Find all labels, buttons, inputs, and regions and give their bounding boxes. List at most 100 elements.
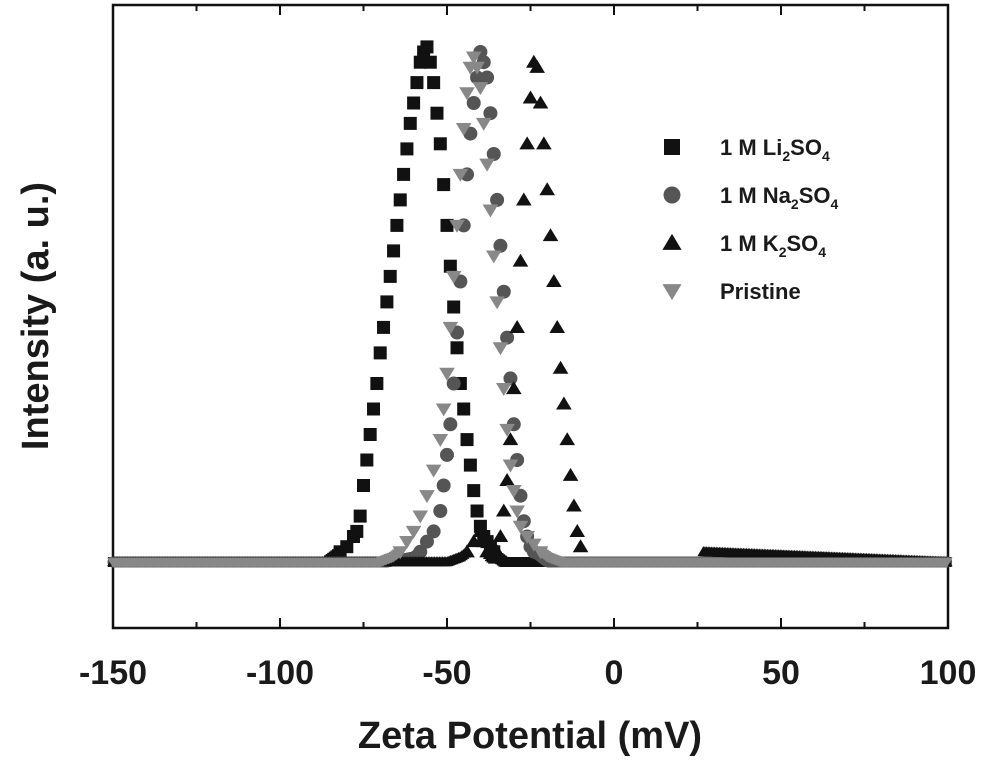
data-point [490,192,505,207]
data-point [480,70,495,85]
data-point [407,96,421,110]
data-point [433,504,448,518]
legend-label: 1 M K2SO4 [720,231,826,260]
data-point [419,490,435,504]
data-point [367,402,381,416]
data-point [506,381,522,395]
legend-text-part: Pristine [720,279,801,304]
legend-subscript: 4 [831,196,839,212]
data-point [519,530,535,544]
data-point [390,218,404,232]
data-point [509,505,525,519]
data-point [512,253,529,267]
data-point [399,536,415,550]
series-triangle-up [107,54,953,567]
data-point [392,546,409,560]
data-point [380,295,394,309]
data-point [539,182,555,196]
data-point [440,447,454,462]
data-point [542,228,559,242]
data-point [479,158,495,172]
data-point [383,269,397,283]
data-point [556,396,572,410]
legend-subscript: 2 [782,148,790,164]
data-point [436,478,451,493]
data-point [506,485,522,499]
legend-marker [664,139,680,155]
series-circle [107,45,953,568]
data-point [549,319,566,333]
data-point [357,479,370,492]
data-point [467,484,481,498]
data-point [447,300,461,314]
data-point [492,529,509,543]
data-point [450,341,464,355]
baseline-point [940,557,953,568]
data-point [472,82,489,96]
data-point [442,321,459,335]
data-point [433,137,447,151]
data-point [397,167,411,181]
data-point [499,423,515,437]
legend-subscript: 4 [818,244,826,260]
data-point [536,136,552,150]
data-point [475,117,492,131]
data-point [420,40,434,54]
data-point [472,523,489,537]
data-point [387,244,401,258]
data-point [413,544,428,559]
legend-text-part: 1 M K [720,231,779,256]
data-point [502,459,519,473]
data-point [562,467,579,481]
legend-marker [662,284,682,301]
data-point [475,534,492,548]
legend-marker [662,233,682,250]
data-point [455,122,472,136]
data-point [489,296,505,310]
data-point [546,274,562,288]
data-point [479,544,495,558]
x-tick-label: 100 [920,654,977,692]
data-point [393,193,407,207]
data-point [340,540,354,554]
data-point [452,168,469,182]
data-point [483,106,498,121]
data-point [350,524,364,538]
legend-text-part: 1 M Li [720,135,782,160]
data-point [437,178,451,192]
data-point [509,319,525,333]
data-point [446,376,461,391]
data-point [552,360,569,374]
data-point [572,539,589,553]
data-point [440,218,454,232]
data-point [405,525,422,539]
data-point [426,524,441,539]
data-point [432,434,449,448]
data-point [430,106,444,120]
data-point [489,544,505,558]
data-point [495,383,512,397]
legend-text-part: SO [790,135,822,160]
data-point [526,538,542,552]
data-point [499,472,515,486]
legend-subscript: 2 [791,196,799,212]
data-point [425,464,442,478]
data-point [370,377,384,390]
legend-label: 1 M Na2SO4 [720,183,839,212]
data-point [569,523,586,537]
legend-text-part: SO [786,231,818,256]
data-point [457,402,471,416]
data-point [445,270,462,284]
data-point [522,90,539,104]
data-point [502,432,519,446]
data-point [470,70,485,85]
legend-text-part: 1 M Na [720,183,792,208]
data-point [496,284,511,299]
data-point [529,59,545,73]
data-point [493,238,508,253]
x-tick-label: 50 [762,654,800,692]
series-triangle-down [107,51,953,568]
x-tick-label: -100 [246,654,314,692]
data-point [519,136,535,150]
